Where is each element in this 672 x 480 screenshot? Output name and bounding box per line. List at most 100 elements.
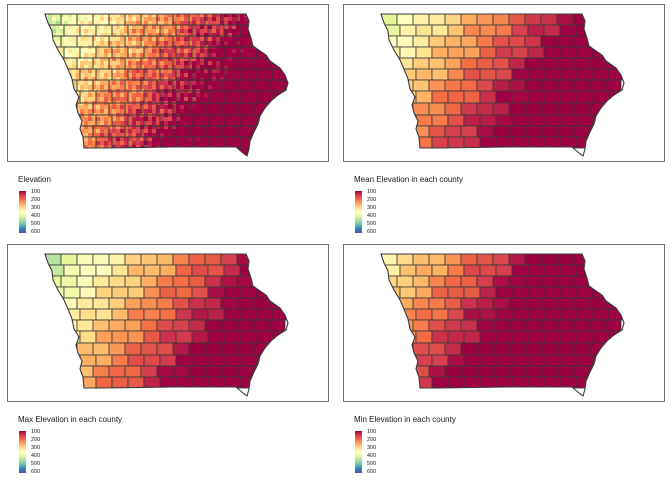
elevation-pixel xyxy=(256,141,260,145)
county-polygon xyxy=(524,297,542,310)
elevation-pixel xyxy=(216,153,220,156)
elevation-pixel xyxy=(45,97,48,101)
county-polygon xyxy=(543,68,561,81)
elevation-pixel xyxy=(84,49,88,53)
elevation-pixel xyxy=(112,14,116,17)
elevation-pixel xyxy=(208,41,212,45)
elevation-pixel xyxy=(56,121,60,125)
county-polygon xyxy=(268,297,286,310)
elevation-pixel xyxy=(240,29,244,33)
elevation-pixel xyxy=(124,14,128,17)
elevation-pixel xyxy=(64,89,68,93)
elevation-pixel xyxy=(212,117,216,121)
county-polygon xyxy=(492,57,510,70)
elevation-pixel xyxy=(184,25,188,29)
elevation-pixel xyxy=(72,153,76,156)
elevation-pixel xyxy=(268,65,272,69)
county-polygon xyxy=(175,376,193,389)
elevation-pixel xyxy=(144,125,148,129)
elevation-pixel xyxy=(68,93,72,97)
elevation-pixel xyxy=(196,29,200,33)
elevation-pixel xyxy=(260,145,264,149)
elevation-pixel xyxy=(60,145,64,149)
elevation-pixel xyxy=(148,49,152,53)
elevation-pixel xyxy=(100,141,104,145)
elevation-pixel xyxy=(184,105,188,109)
elevation-pixel xyxy=(284,21,288,25)
elevation-pixel xyxy=(164,125,168,129)
elevation-pixel xyxy=(216,97,220,101)
county-polygon xyxy=(172,254,190,266)
county-polygon xyxy=(111,354,129,367)
elevation-pixel xyxy=(272,77,276,81)
elevation-pixel xyxy=(108,149,112,153)
elevation-pixel xyxy=(168,37,172,41)
elevation-pixel xyxy=(76,21,80,25)
county-polygon xyxy=(447,136,465,149)
elevation-pixel xyxy=(112,21,116,25)
elevation-pixel xyxy=(156,85,160,89)
elevation-pixel xyxy=(112,57,116,61)
elevation-pixel xyxy=(196,33,200,37)
elevation-pixel xyxy=(260,33,264,37)
elevation-pixel xyxy=(164,65,168,69)
elevation-pixel xyxy=(45,93,48,97)
elevation-pixel xyxy=(132,149,136,153)
county-polygon xyxy=(607,68,624,81)
county-polygon xyxy=(396,342,414,356)
elevation-pixel xyxy=(256,149,260,153)
elevation-pixel xyxy=(160,61,164,65)
elevation-pixel xyxy=(108,93,112,97)
elevation-pixel xyxy=(128,153,132,156)
elevation-pixel xyxy=(45,49,48,53)
elevation-pixel xyxy=(72,41,76,45)
county-polygon xyxy=(143,376,161,389)
elevation-pixel xyxy=(88,105,92,109)
elevation-pixel xyxy=(224,105,228,109)
county-polygon xyxy=(223,264,241,277)
elevation-pixel xyxy=(220,93,224,97)
elevation-pixel xyxy=(200,25,204,29)
elevation-pixel xyxy=(96,25,100,29)
elevation-pixel xyxy=(208,81,212,85)
elevation-pixel xyxy=(168,109,172,113)
county-polygon xyxy=(412,297,430,310)
elevation-pixel xyxy=(56,77,60,81)
county-polygon xyxy=(476,35,494,48)
elevation-pixel xyxy=(192,93,196,97)
elevation-pixel xyxy=(56,133,60,137)
county-polygon xyxy=(495,264,513,277)
elevation-pixel xyxy=(92,129,96,133)
elevation-pixel xyxy=(132,33,136,37)
county-polygon xyxy=(207,330,225,344)
elevation-pixel xyxy=(80,53,84,57)
elevation-pixel xyxy=(172,149,176,153)
elevation-pixel xyxy=(96,149,100,153)
elevation-pixel xyxy=(268,109,272,113)
elevation-pixel xyxy=(56,65,60,69)
county-polygon xyxy=(111,286,129,299)
elevation-pixel xyxy=(276,153,280,156)
elevation-pixel xyxy=(148,17,152,21)
county-polygon xyxy=(607,354,624,367)
elevation-pixel xyxy=(204,85,208,89)
elevation-pixel xyxy=(224,97,228,101)
elevation-pixel xyxy=(280,61,284,65)
elevation-pixel xyxy=(140,57,144,61)
elevation-pixel xyxy=(80,93,84,97)
elevation-pixel xyxy=(200,125,204,129)
elevation-pixel xyxy=(212,105,216,109)
elevation-pixel xyxy=(216,73,220,77)
elevation-pixel xyxy=(72,137,76,141)
elevation-pixel xyxy=(56,97,60,101)
elevation-pixel xyxy=(252,14,256,17)
elevation-pixel xyxy=(88,17,92,21)
county-polygon xyxy=(236,365,254,378)
elevation-pixel xyxy=(136,117,140,121)
elevation-pixel xyxy=(268,97,272,101)
state-outline xyxy=(380,253,625,397)
elevation-pixel xyxy=(52,49,56,53)
elevation-pixel xyxy=(208,61,212,65)
elevation-pixel xyxy=(236,77,240,81)
legend-tick: 300 xyxy=(367,205,377,211)
